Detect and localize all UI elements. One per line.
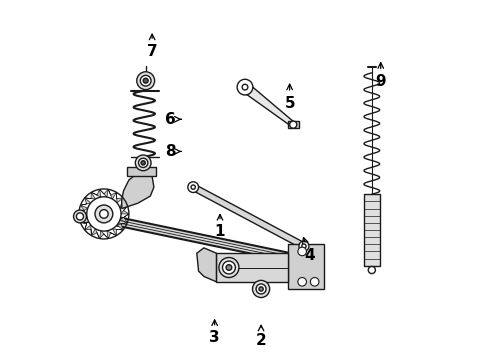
Polygon shape: [127, 167, 156, 176]
Polygon shape: [99, 231, 108, 239]
Circle shape: [290, 121, 297, 128]
Circle shape: [135, 155, 151, 171]
Circle shape: [302, 244, 306, 248]
Polygon shape: [120, 198, 127, 208]
Polygon shape: [85, 225, 92, 235]
Text: 5: 5: [284, 84, 295, 111]
Polygon shape: [288, 244, 323, 289]
Polygon shape: [99, 189, 108, 197]
Polygon shape: [85, 192, 96, 199]
Polygon shape: [242, 83, 295, 127]
Circle shape: [95, 205, 113, 223]
Polygon shape: [108, 189, 117, 199]
Polygon shape: [197, 248, 217, 282]
Polygon shape: [288, 121, 298, 128]
Circle shape: [237, 79, 253, 95]
Text: 7: 7: [147, 34, 157, 59]
Circle shape: [87, 197, 121, 231]
Text: 8: 8: [165, 144, 181, 159]
Circle shape: [188, 182, 198, 193]
Polygon shape: [79, 214, 87, 222]
Circle shape: [139, 158, 148, 167]
Circle shape: [222, 261, 235, 274]
Circle shape: [99, 210, 108, 218]
Circle shape: [242, 84, 248, 90]
Polygon shape: [121, 206, 129, 214]
Circle shape: [140, 75, 151, 86]
Text: 2: 2: [256, 325, 267, 348]
Polygon shape: [192, 184, 305, 249]
Polygon shape: [79, 213, 102, 223]
Circle shape: [143, 78, 148, 83]
Circle shape: [298, 278, 306, 286]
Circle shape: [76, 213, 83, 220]
Polygon shape: [79, 206, 88, 214]
Circle shape: [137, 72, 155, 90]
Text: 4: 4: [303, 238, 315, 262]
Polygon shape: [122, 171, 154, 208]
Circle shape: [299, 241, 309, 251]
Text: 3: 3: [209, 320, 220, 345]
Polygon shape: [80, 198, 91, 206]
Circle shape: [226, 265, 232, 270]
Circle shape: [141, 161, 146, 165]
Circle shape: [191, 185, 196, 189]
Text: 9: 9: [375, 63, 386, 89]
Circle shape: [310, 278, 319, 286]
Circle shape: [259, 287, 263, 291]
Circle shape: [252, 280, 270, 297]
Polygon shape: [117, 222, 127, 230]
Polygon shape: [117, 192, 123, 203]
Text: 6: 6: [165, 112, 181, 127]
Polygon shape: [107, 215, 314, 266]
Polygon shape: [120, 214, 129, 222]
Circle shape: [219, 257, 239, 278]
Polygon shape: [92, 229, 99, 239]
Circle shape: [74, 210, 86, 223]
Polygon shape: [113, 229, 123, 235]
Polygon shape: [80, 220, 88, 230]
Circle shape: [256, 284, 266, 294]
Text: 1: 1: [215, 215, 225, 239]
Polygon shape: [217, 253, 288, 282]
Polygon shape: [107, 231, 117, 239]
Circle shape: [298, 247, 306, 256]
Polygon shape: [364, 194, 380, 266]
Polygon shape: [92, 189, 101, 197]
Circle shape: [368, 266, 375, 274]
